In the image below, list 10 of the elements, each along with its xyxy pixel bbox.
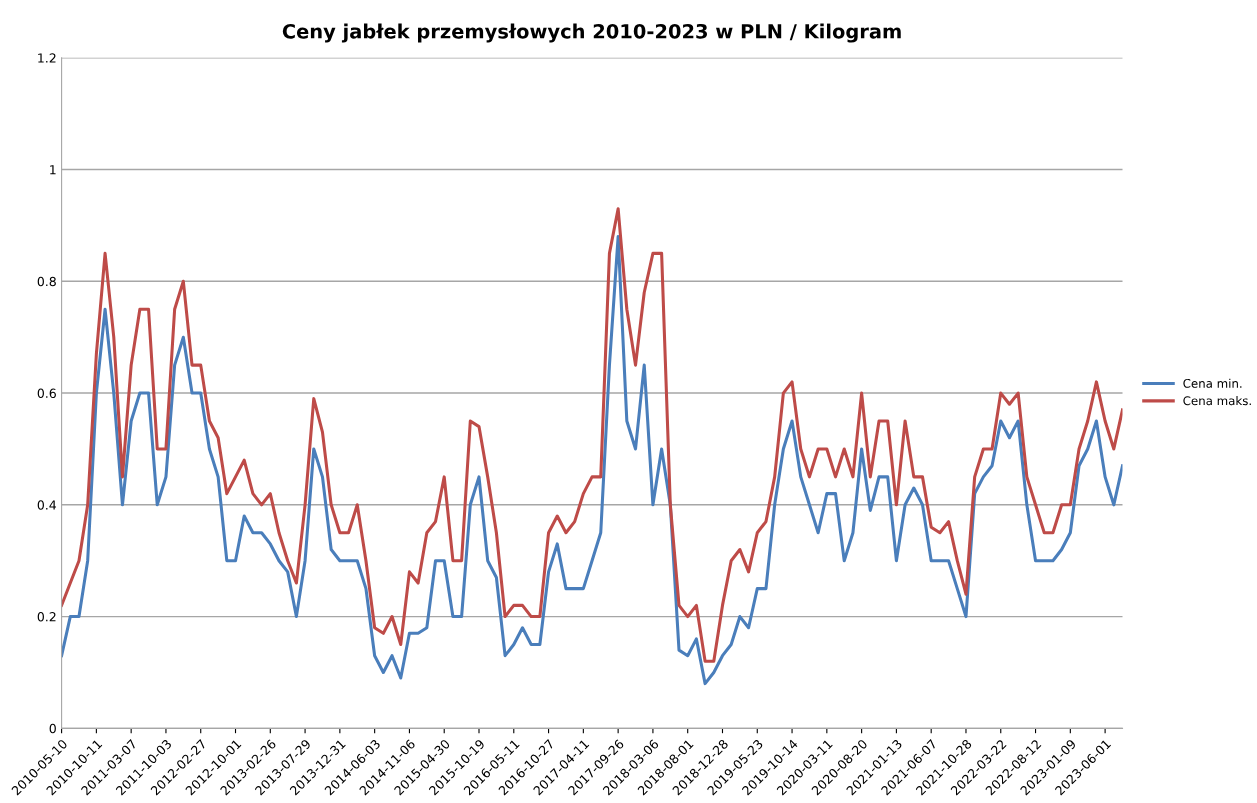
legend-label: Cena min.	[1183, 378, 1242, 388]
chart-title: Ceny jabłek przemysłowych 2010-2023 w PLN / Kilogram	[282, 23, 901, 43]
legend-label: Cena maks.	[1183, 396, 1251, 406]
y-tick-label: 1	[50, 165, 56, 175]
y-tick-label: 0.6	[37, 388, 56, 398]
y-tick-label: 0.2	[37, 612, 56, 622]
y-tick-label: 0	[49, 723, 56, 734]
y-tick-label: 1.2	[38, 53, 56, 63]
y-tick-label: 0.4	[37, 500, 57, 510]
y-tick-label: 0.8	[37, 276, 56, 287]
